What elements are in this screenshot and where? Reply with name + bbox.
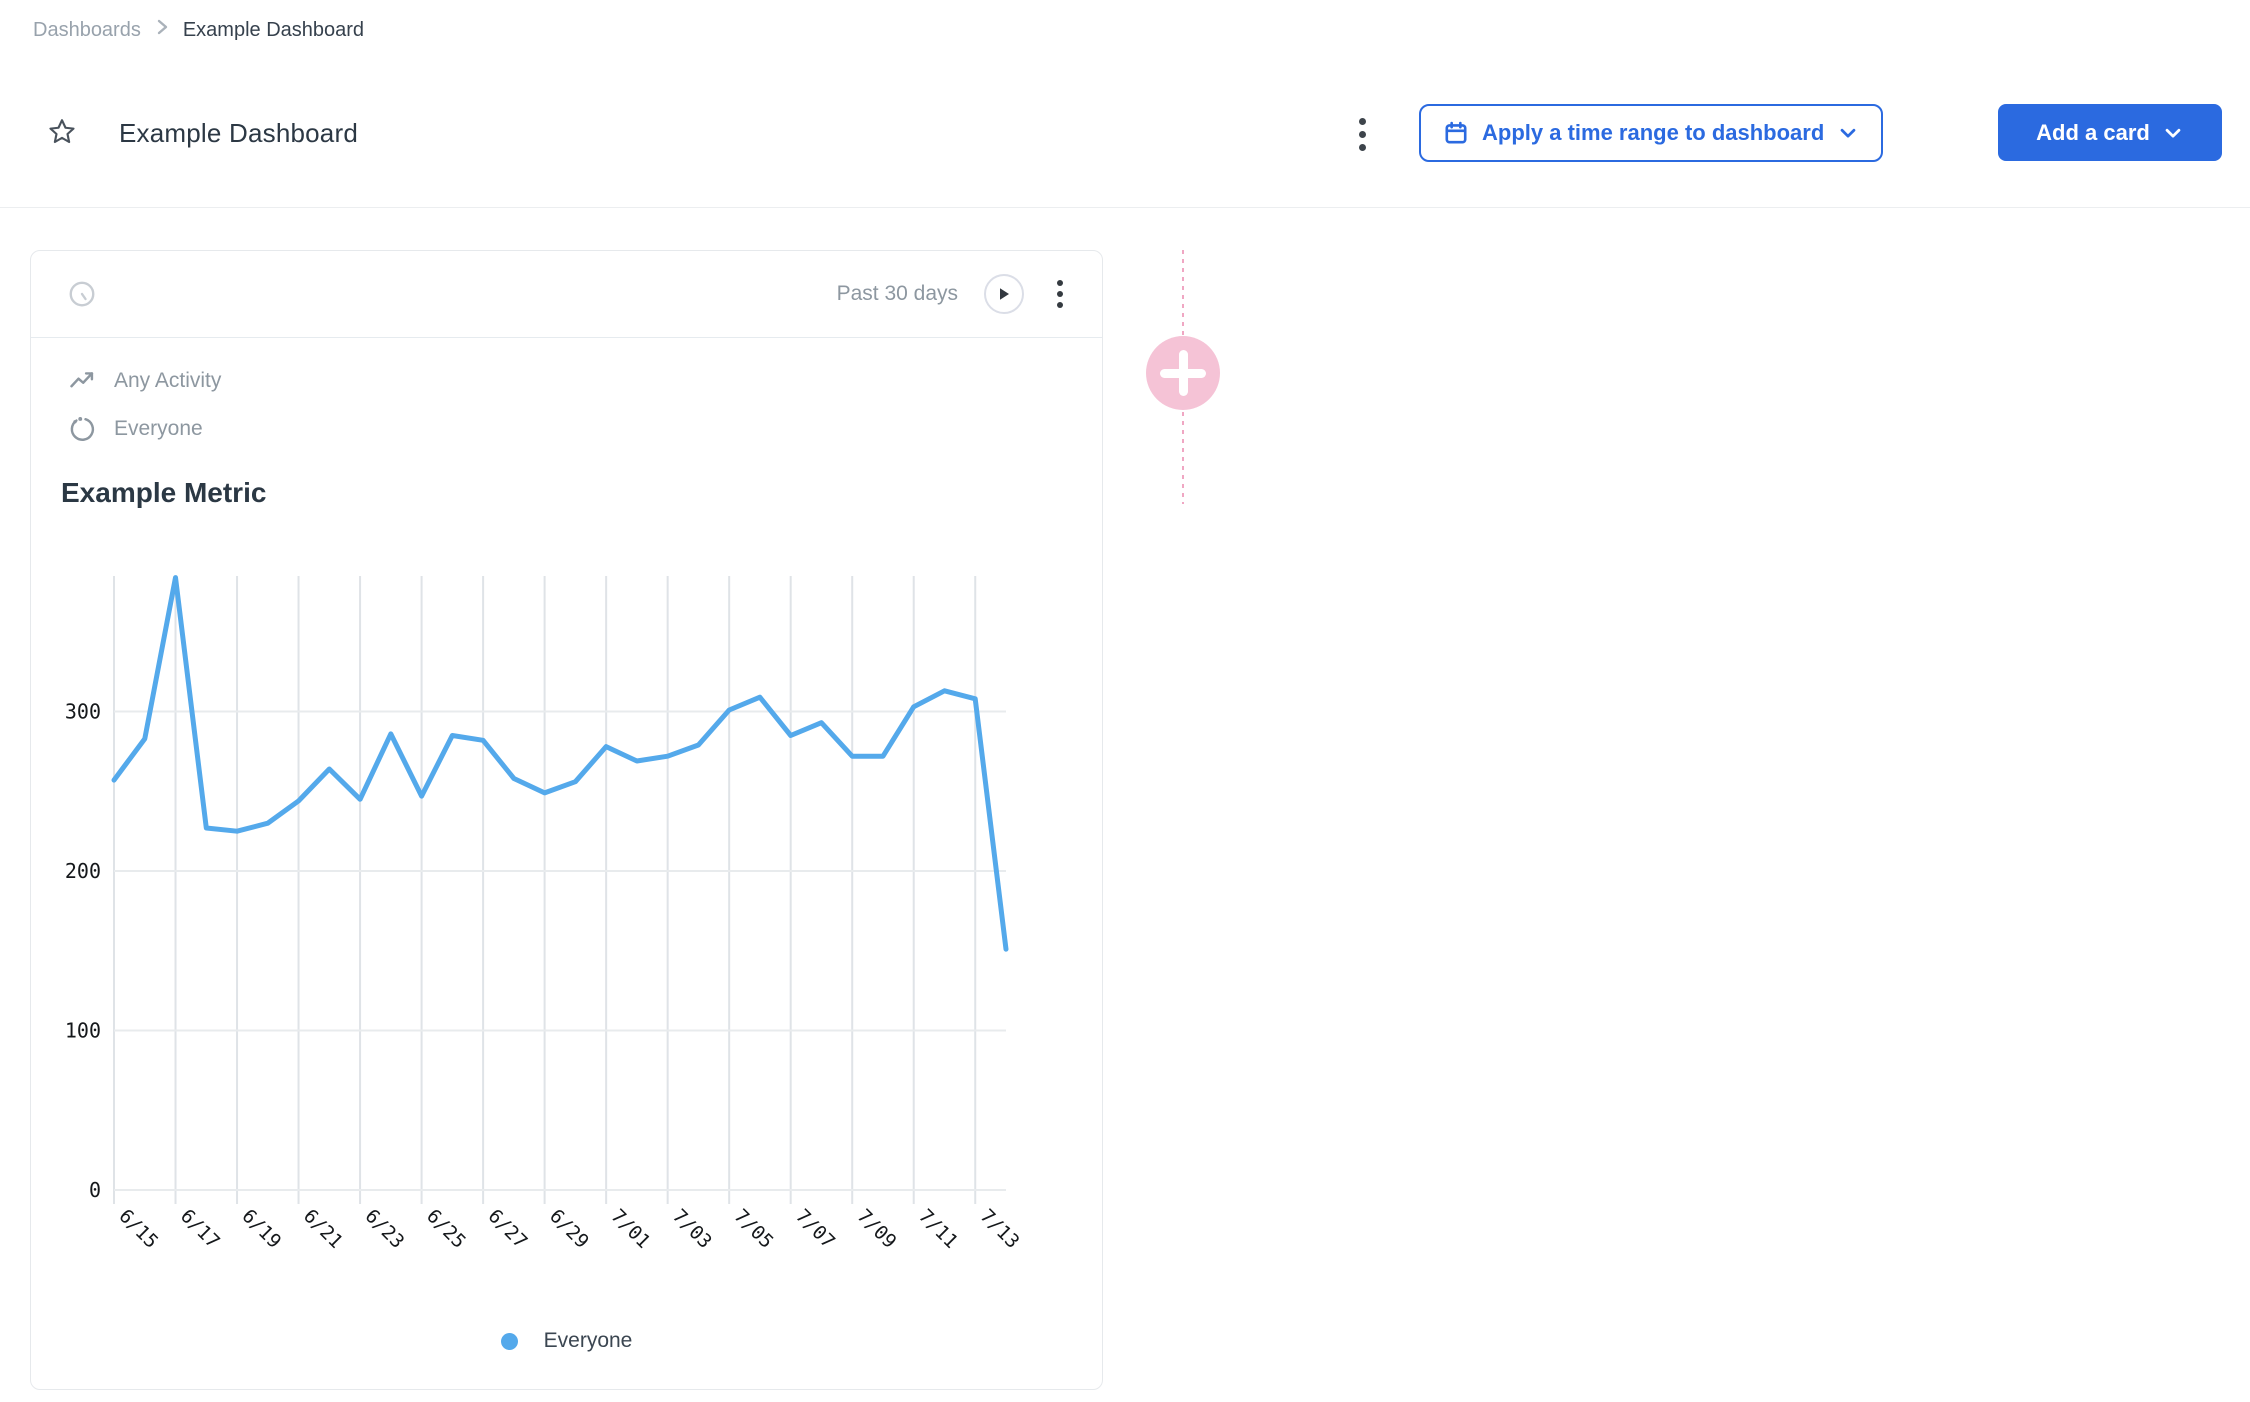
chart-legend: Everyone bbox=[31, 1329, 1102, 1353]
svg-text:6/29: 6/29 bbox=[545, 1205, 593, 1253]
cohort-circle-icon bbox=[68, 415, 96, 443]
svg-text:300: 300 bbox=[65, 700, 101, 724]
event-row[interactable]: Any Activity bbox=[68, 367, 221, 395]
apply-time-range-button[interactable]: Apply a time range to dashboard bbox=[1419, 104, 1884, 162]
legend-item-everyone[interactable]: Everyone bbox=[500, 1329, 633, 1353]
legend-label: Everyone bbox=[543, 1329, 633, 1352]
metric-title[interactable]: Example Metric bbox=[61, 477, 267, 508]
svg-text:6/15: 6/15 bbox=[114, 1205, 162, 1253]
add-card-plus-button[interactable] bbox=[1146, 336, 1220, 410]
card-time-range[interactable]: Past 30 days bbox=[836, 282, 958, 305]
chevron-down-icon bbox=[2162, 122, 2184, 144]
clock-icon bbox=[67, 279, 97, 309]
breadcrumb-chevron-icon bbox=[155, 16, 169, 44]
kebab-icon bbox=[1057, 280, 1063, 286]
legend-dot bbox=[500, 1332, 518, 1350]
page-title: Example Dashboard bbox=[119, 118, 358, 148]
calendar-icon bbox=[1443, 120, 1469, 146]
star-icon bbox=[47, 117, 77, 152]
add-card-label: Add a card bbox=[2036, 119, 2150, 145]
trending-up-icon bbox=[68, 367, 96, 395]
svg-text:6/19: 6/19 bbox=[237, 1205, 285, 1253]
svg-text:7/03: 7/03 bbox=[668, 1205, 716, 1253]
svg-text:7/13: 7/13 bbox=[976, 1205, 1024, 1253]
svg-text:6/23: 6/23 bbox=[361, 1205, 409, 1253]
run-card-button[interactable] bbox=[984, 274, 1024, 314]
chevron-down-icon bbox=[1837, 122, 1859, 144]
svg-text:6/27: 6/27 bbox=[484, 1205, 532, 1253]
favorite-star-button[interactable] bbox=[44, 116, 80, 152]
play-icon bbox=[996, 286, 1012, 302]
svg-text:6/21: 6/21 bbox=[299, 1205, 347, 1253]
add-card-button[interactable]: Add a card bbox=[1998, 104, 2222, 161]
card-header: Past 30 days bbox=[31, 251, 1102, 338]
event-label: Any Activity bbox=[114, 369, 222, 392]
breadcrumb: Dashboards Example Dashboard bbox=[33, 16, 364, 44]
metric-card: Past 30 days Any Activity Everyone bbox=[30, 250, 1103, 1390]
svg-text:100: 100 bbox=[65, 1019, 101, 1043]
dashboard-more-menu-button[interactable] bbox=[1344, 110, 1380, 158]
segment-row[interactable]: Everyone bbox=[68, 415, 203, 443]
svg-text:6/25: 6/25 bbox=[422, 1205, 470, 1253]
svg-text:7/09: 7/09 bbox=[853, 1205, 901, 1253]
svg-text:6/17: 6/17 bbox=[176, 1205, 224, 1253]
breadcrumb-dashboards-link[interactable]: Dashboards bbox=[33, 18, 141, 41]
svg-text:200: 200 bbox=[65, 859, 101, 883]
svg-text:7/05: 7/05 bbox=[730, 1205, 778, 1253]
kebab-icon bbox=[1358, 117, 1366, 125]
apply-time-range-label: Apply a time range to dashboard bbox=[1482, 120, 1825, 145]
breadcrumb-current: Example Dashboard bbox=[182, 18, 365, 41]
svg-text:7/01: 7/01 bbox=[607, 1205, 655, 1253]
metric-line-chart: 6/15 6/17 6/19 6/21 6/23 6/25 6/27 6/29 7/01 7/03… bbox=[31, 541, 1104, 1301]
card-more-menu-button[interactable] bbox=[1048, 272, 1072, 316]
header-divider bbox=[0, 207, 2250, 208]
segment-label: Everyone bbox=[114, 417, 203, 440]
svg-text:0: 0 bbox=[89, 1178, 101, 1202]
svg-text:7/07: 7/07 bbox=[791, 1205, 839, 1253]
svg-text:7/11: 7/11 bbox=[914, 1205, 962, 1253]
